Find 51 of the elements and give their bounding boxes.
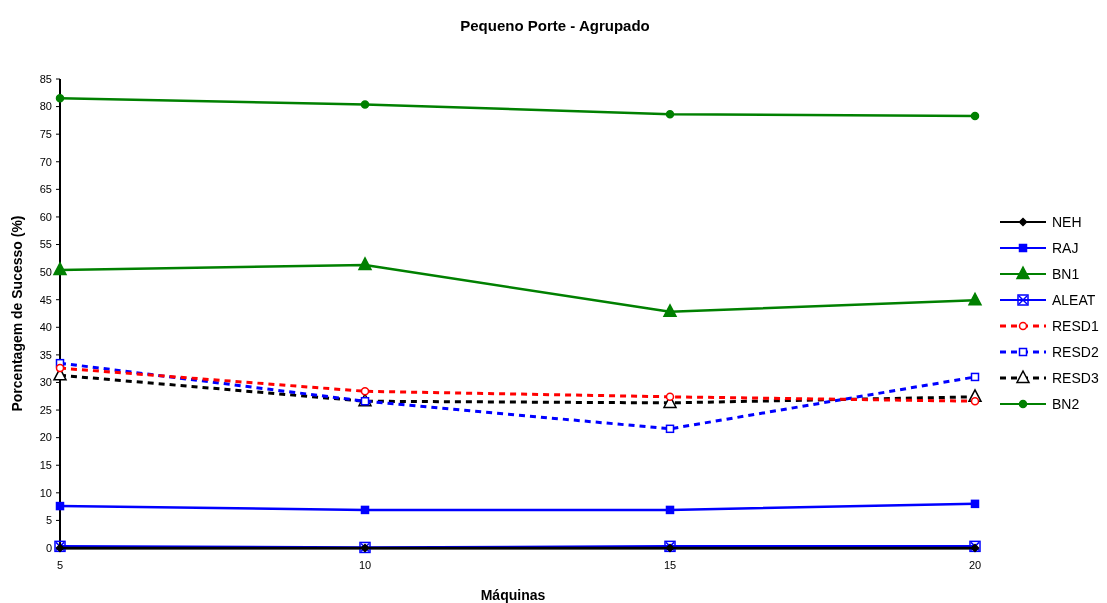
y-tick-label: 0: [45, 541, 52, 554]
point: [663, 304, 677, 318]
legend-label: NEH: [1052, 213, 1082, 230]
y-tick-label: 65: [39, 183, 52, 196]
point: [970, 111, 980, 121]
point: [665, 505, 675, 515]
point: [665, 110, 675, 119]
point: [970, 372, 980, 382]
y-tick-label: 40: [39, 321, 52, 334]
point: [55, 501, 65, 511]
y-tick-label: 5: [45, 514, 52, 527]
x-tick-label: 5: [56, 559, 64, 571]
y-tick-label: 55: [39, 238, 52, 251]
y-tick-label: 50: [39, 265, 52, 278]
y-axis-title: Porcentagem de Sucesso (%): [9, 215, 25, 412]
point: [968, 292, 982, 306]
point: [360, 505, 370, 515]
point: [55, 363, 65, 373]
x-tick-label: 15: [663, 559, 677, 571]
point: [665, 392, 675, 402]
y-tick-label: 75: [39, 128, 52, 141]
y-tick-label: 70: [39, 155, 52, 168]
legend-label: BN2: [1052, 395, 1080, 412]
legend-label: ALEAT: [1052, 291, 1096, 308]
legend-label: BN1: [1052, 265, 1080, 282]
y-tick-label: 45: [39, 293, 52, 306]
point: [53, 262, 67, 276]
point: [360, 387, 370, 396]
legend-label: RESD1: [1052, 317, 1099, 334]
x-tick-label: 20: [968, 559, 982, 571]
y-tick-label: 35: [39, 348, 52, 361]
chart-title: Pequeno Porte - Agrupado: [460, 17, 650, 34]
legend-label: RESD2: [1052, 343, 1099, 360]
x-axis-title: Máquinas: [480, 587, 546, 603]
legend-label: RESD3: [1052, 369, 1099, 386]
point: [55, 94, 65, 103]
x-tick-label: 10: [358, 559, 372, 571]
point: [358, 257, 372, 271]
y-tick-label: 25: [39, 403, 52, 416]
y-tick-label: 30: [39, 376, 52, 389]
point: [665, 424, 675, 434]
y-tick-label: 15: [39, 459, 52, 472]
point: [360, 100, 370, 109]
y-tick-label: 80: [39, 100, 52, 113]
legend-label: RAJ: [1052, 239, 1079, 256]
y-tick-label: 20: [39, 431, 52, 444]
y-tick-label: 60: [39, 210, 52, 223]
point: [970, 499, 980, 509]
y-tick-label: 85: [39, 72, 52, 85]
y-tick-label: 10: [39, 486, 52, 499]
point: [970, 396, 980, 406]
